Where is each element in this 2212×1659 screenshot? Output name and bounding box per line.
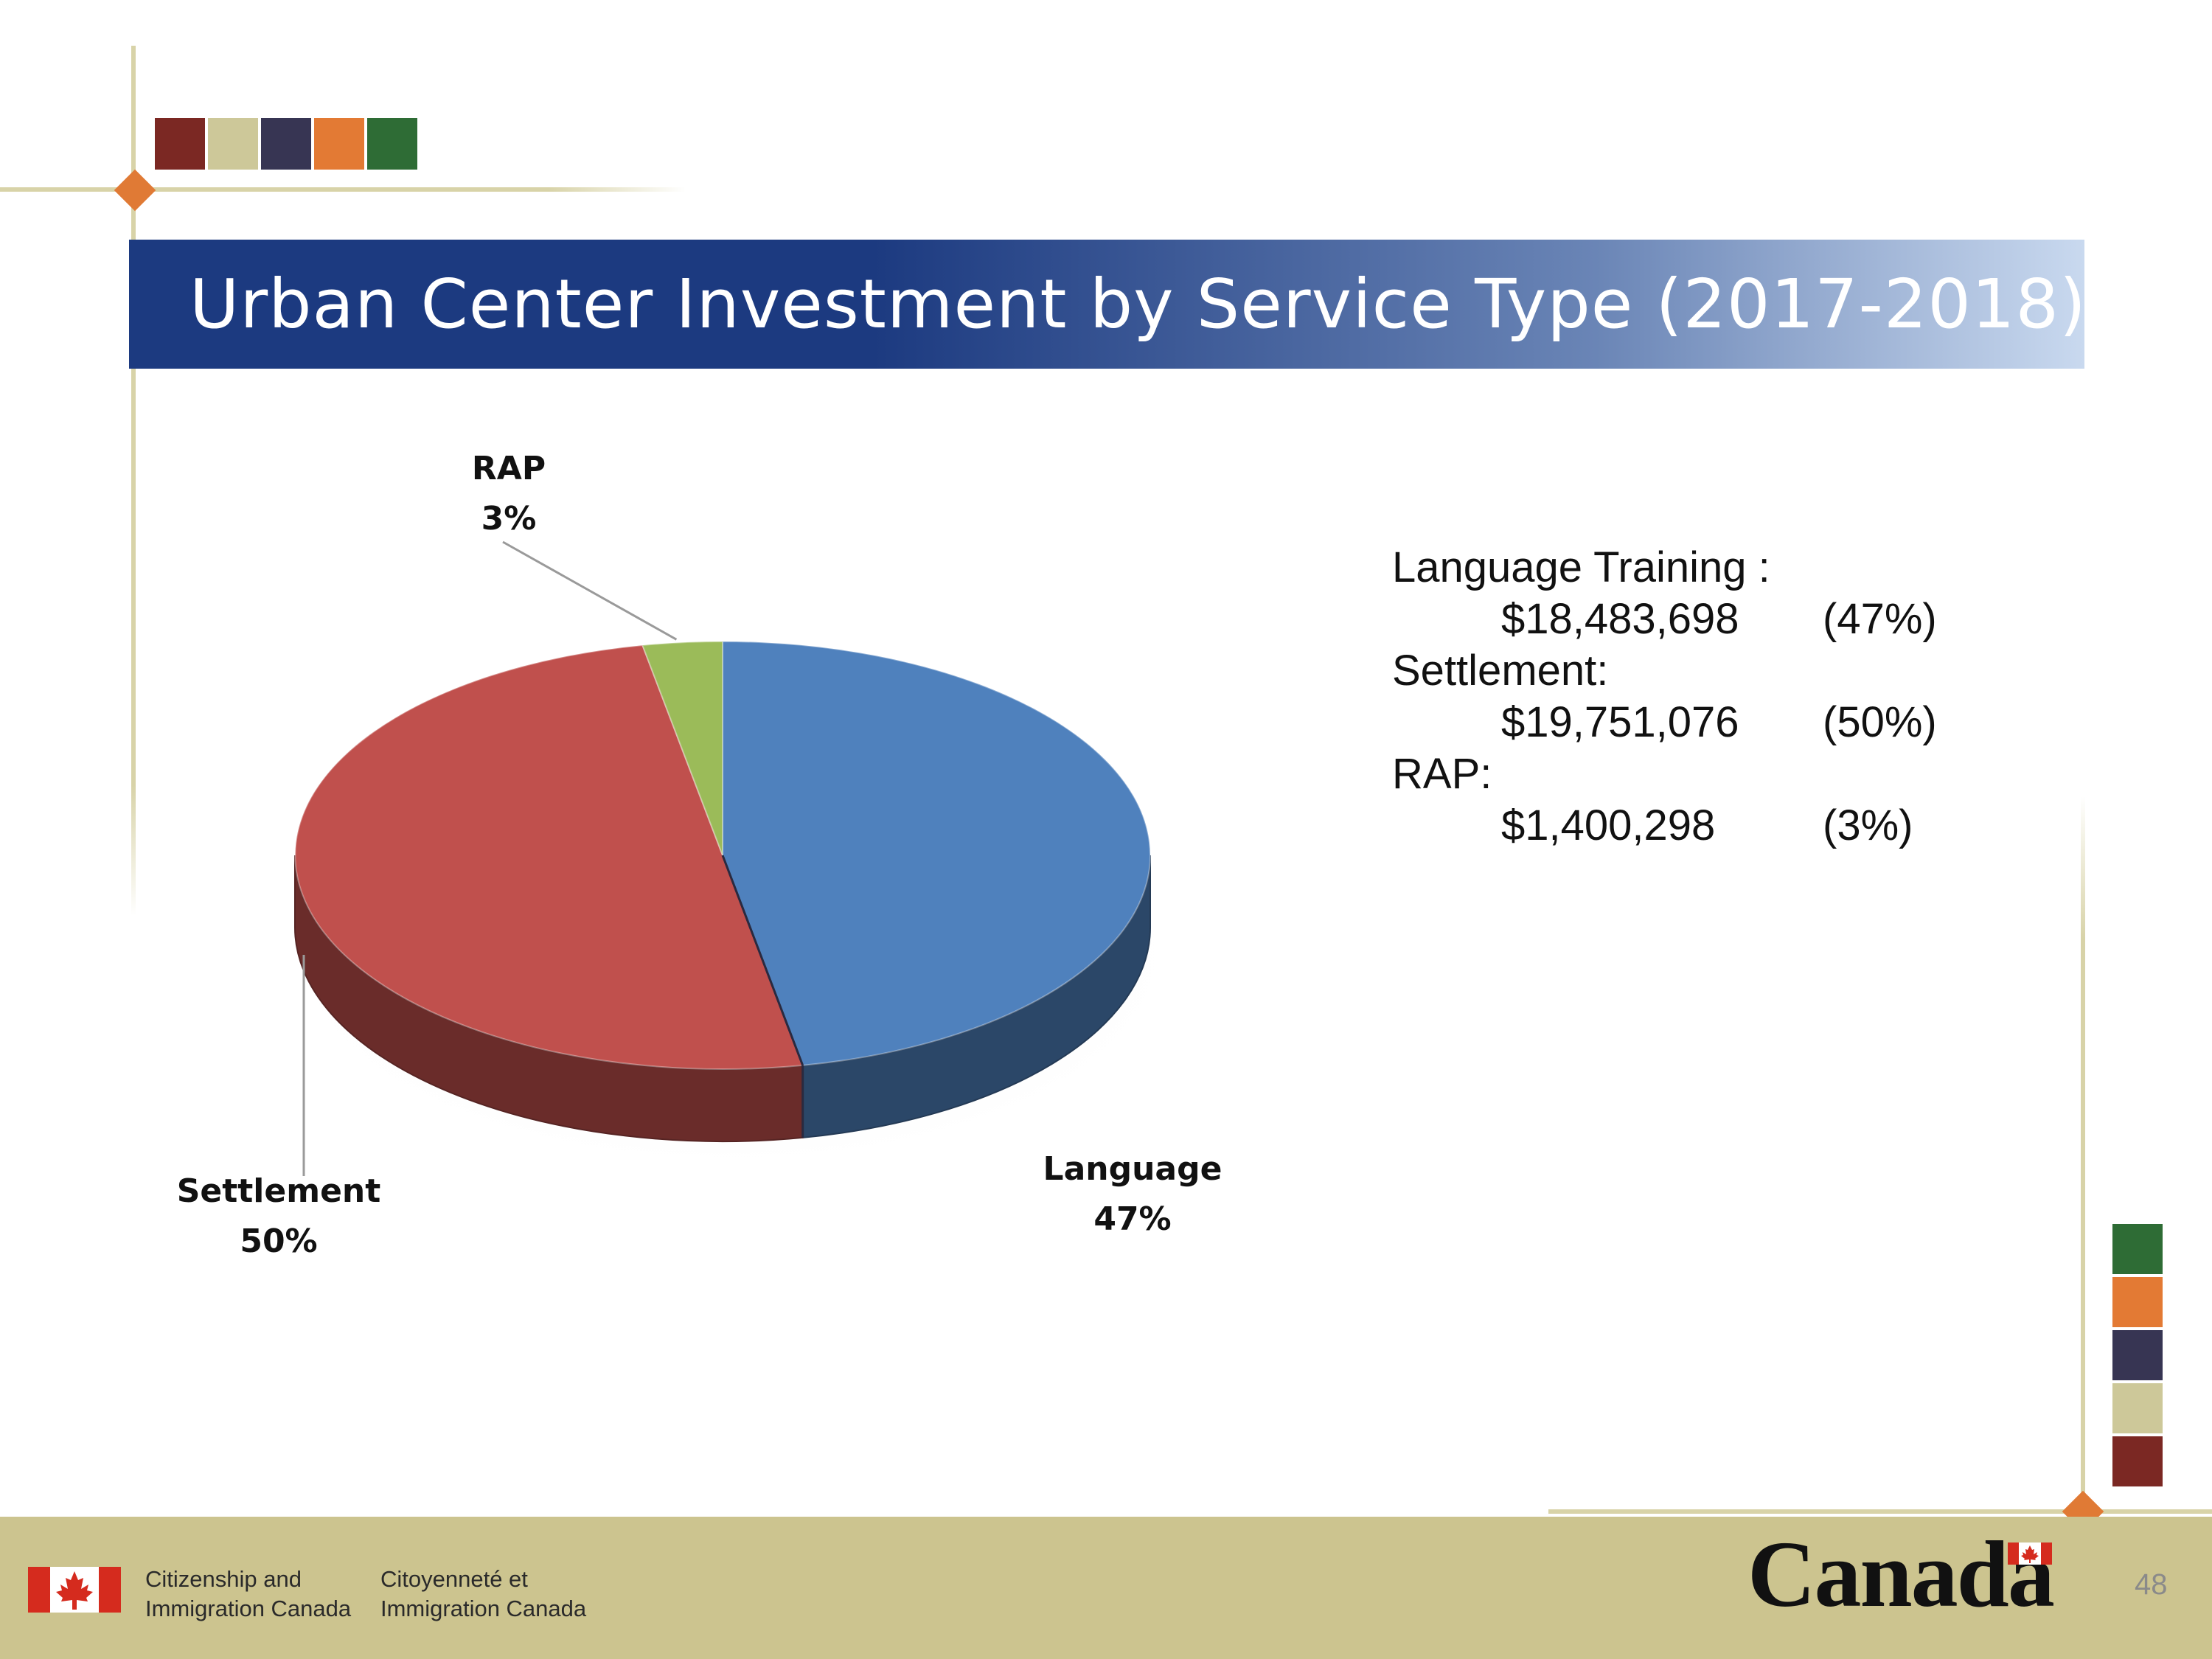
frame-line-left: [131, 46, 136, 916]
slice-label-rap: RAP: [472, 450, 546, 487]
department-fr-line1: Citoyenneté et: [380, 1566, 528, 1592]
frame-line-top: [0, 187, 686, 192]
swatch-side-2: [2112, 1330, 2163, 1380]
swatch-side-1: [2112, 1277, 2163, 1327]
title-bar: Urban Center Investment by Service Type …: [129, 240, 2087, 369]
pie-seam-top: [721, 855, 804, 1066]
top-color-swatches: [155, 118, 417, 170]
page-number: 48: [2135, 1568, 2168, 1601]
leader-line-rap: [502, 540, 678, 641]
department-en-line1: Citizenship and: [145, 1566, 302, 1592]
department-name-en: Citizenship and Immigration Canada: [145, 1565, 351, 1624]
summary-rap-label-row: RAP:: [1392, 748, 2056, 800]
slice-pct-settlement: 50%: [240, 1222, 317, 1260]
department-en-line2: Immigration Canada: [145, 1596, 352, 1621]
canada-flag-icon: [28, 1567, 121, 1613]
summary-rap-label: RAP:: [1392, 750, 1492, 798]
side-color-swatches: [2112, 1224, 2163, 1486]
summary-language-amount: $18,483,698: [1501, 595, 1739, 643]
summary-settlement-label: Settlement:: [1392, 647, 1609, 695]
summary-language-pct: (47%): [1823, 595, 1937, 643]
summary-settlement-pct: (50%): [1823, 698, 1937, 746]
slice-pct-language: 47%: [1093, 1200, 1171, 1238]
summary-rap-amount: $1,400,298: [1501, 801, 1716, 849]
department-fr-line2: Immigration Canada: [380, 1596, 587, 1621]
slice-label-language: Language: [1043, 1150, 1222, 1188]
summary-rap-pct: (3%): [1823, 801, 1913, 849]
summary-language-value-row: $18,483,698 (47%): [1392, 594, 2056, 645]
summary-settlement-label-row: Settlement:: [1392, 645, 2056, 697]
footer-band: [0, 1517, 2212, 1659]
pie-slice-settlement: [295, 645, 802, 1069]
swatch-side-3: [2112, 1383, 2163, 1433]
swatch-top-4: [367, 118, 417, 170]
swatch-side-4: [2112, 1436, 2163, 1486]
wordmark-flag-icon: [2008, 1543, 2052, 1565]
frame-line-right: [2081, 796, 2085, 1512]
pie-side-settlement: [294, 855, 804, 1142]
slice-label-settlement: Settlement: [177, 1172, 381, 1210]
slide-title: Urban Center Investment by Service Type …: [189, 265, 2087, 344]
summary-language-label: Language Training :: [1392, 543, 1770, 591]
investment-summary: Language Training : $18,483,698 (47%) Se…: [1392, 542, 2056, 852]
slice-pct-rap: 3%: [481, 500, 537, 538]
summary-settlement-value-row: $19,751,076 (50%): [1392, 697, 2056, 748]
summary-language-label-row: Language Training :: [1392, 542, 2056, 594]
pie-slice-language: [722, 640, 1151, 1066]
frame-line-bottom: [1548, 1509, 2212, 1514]
department-name-fr: Citoyenneté et Immigration Canada: [380, 1565, 586, 1624]
swatch-top-0: [155, 118, 205, 170]
swatch-side-0: [2112, 1224, 2163, 1274]
swatch-top-3: [314, 118, 364, 170]
pie-slice-rap: [641, 640, 723, 856]
summary-rap-value-row: $1,400,298 (3%): [1392, 800, 2056, 852]
canada-wordmark: Canada: [1747, 1522, 2055, 1627]
summary-settlement-amount: $19,751,076: [1501, 698, 1739, 746]
swatch-top-1: [208, 118, 258, 170]
swatch-top-2: [261, 118, 311, 170]
